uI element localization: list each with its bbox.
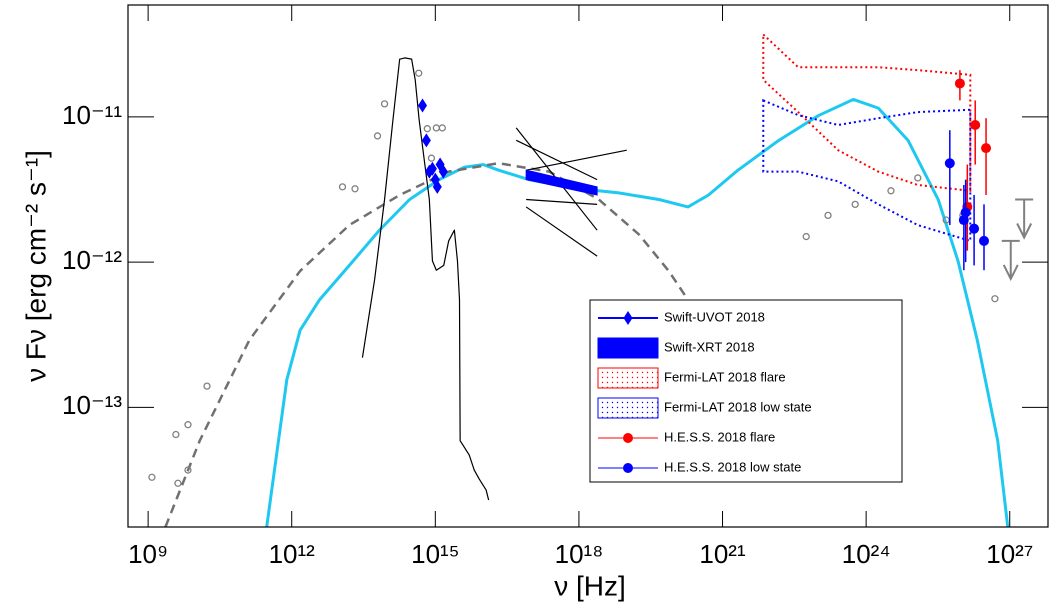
marker — [418, 98, 428, 113]
marker — [954, 78, 965, 89]
marker — [380, 100, 389, 108]
marker — [981, 143, 992, 154]
legend-box — [589, 299, 903, 483]
upper-limit-arrow — [1016, 199, 1033, 240]
legend: Swift-UVOT 2018 Swift-XRT 2018 Fermi-LAT 2… — [589, 299, 903, 483]
marker — [148, 473, 156, 481]
legend-label: Swift-XRT 2018 — [664, 339, 755, 354]
marker — [851, 200, 859, 209]
plot-area — [148, 32, 1034, 527]
marker — [969, 223, 980, 234]
legend-label: H.E.S.S. 2018 flare — [664, 429, 775, 444]
marker — [184, 466, 192, 474]
y-tick-label: 10⁻¹¹ — [62, 100, 122, 130]
marker — [438, 164, 448, 179]
marker — [944, 158, 955, 169]
legend-swatch — [597, 397, 659, 419]
legend-label: Swift-UVOT 2018 — [664, 309, 765, 324]
marker — [415, 69, 423, 77]
band — [762, 98, 972, 243]
x-axis-label: ν [Hz] — [554, 570, 626, 601]
legend-label: Fermi-LAT 2018 low state — [664, 399, 812, 414]
legend-swatch — [597, 337, 659, 359]
marker — [438, 124, 446, 132]
marker — [423, 125, 431, 133]
marker — [351, 185, 359, 193]
marker — [970, 119, 981, 130]
x-tick-label: 10¹⁸ — [555, 539, 604, 569]
x-tick-label: 10²⁷ — [986, 539, 1033, 569]
marker — [824, 211, 832, 220]
marker — [960, 207, 971, 218]
marker — [172, 430, 180, 439]
y-tick-label: 10⁻¹³ — [62, 390, 122, 420]
marker — [623, 311, 633, 325]
plot-frame — [127, 4, 1049, 528]
y-tick-label: 10⁻¹² — [62, 245, 122, 275]
line-series — [526, 149, 627, 171]
marker — [623, 433, 633, 443]
line-series — [515, 139, 598, 181]
marker — [991, 295, 999, 303]
line-series — [164, 161, 690, 527]
marker — [623, 463, 633, 473]
x-tick-label: 10²⁴ — [842, 539, 891, 569]
line-series — [525, 206, 598, 257]
x-tick-label: 10⁹ — [128, 539, 168, 569]
y-axis-label: ν Fν [erg cm⁻² s⁻¹] — [20, 150, 51, 382]
x-tick-label: 10¹² — [269, 539, 316, 569]
marker — [979, 235, 990, 246]
legend-label: H.E.S.S. 2018 low state — [664, 459, 801, 474]
legend-label: Fermi-LAT 2018 flare — [664, 369, 786, 384]
line-series — [265, 97, 1010, 527]
marker — [914, 174, 922, 182]
legend-swatch — [597, 367, 659, 389]
marker — [427, 154, 436, 162]
marker — [184, 421, 192, 429]
marker — [427, 161, 437, 176]
x-tick-label: 10¹⁵ — [411, 539, 459, 569]
marker — [338, 183, 347, 191]
line-series — [526, 198, 598, 205]
marker — [432, 179, 442, 194]
marker — [421, 133, 431, 148]
marker — [373, 132, 382, 140]
band — [525, 169, 598, 196]
marker — [887, 187, 895, 195]
upper-limit-arrow — [1002, 240, 1019, 282]
marker — [174, 479, 182, 487]
marker — [802, 232, 810, 241]
marker — [203, 382, 211, 390]
band — [762, 32, 972, 192]
x-tick-label: 10²¹ — [699, 539, 746, 569]
line-series — [361, 57, 490, 501]
